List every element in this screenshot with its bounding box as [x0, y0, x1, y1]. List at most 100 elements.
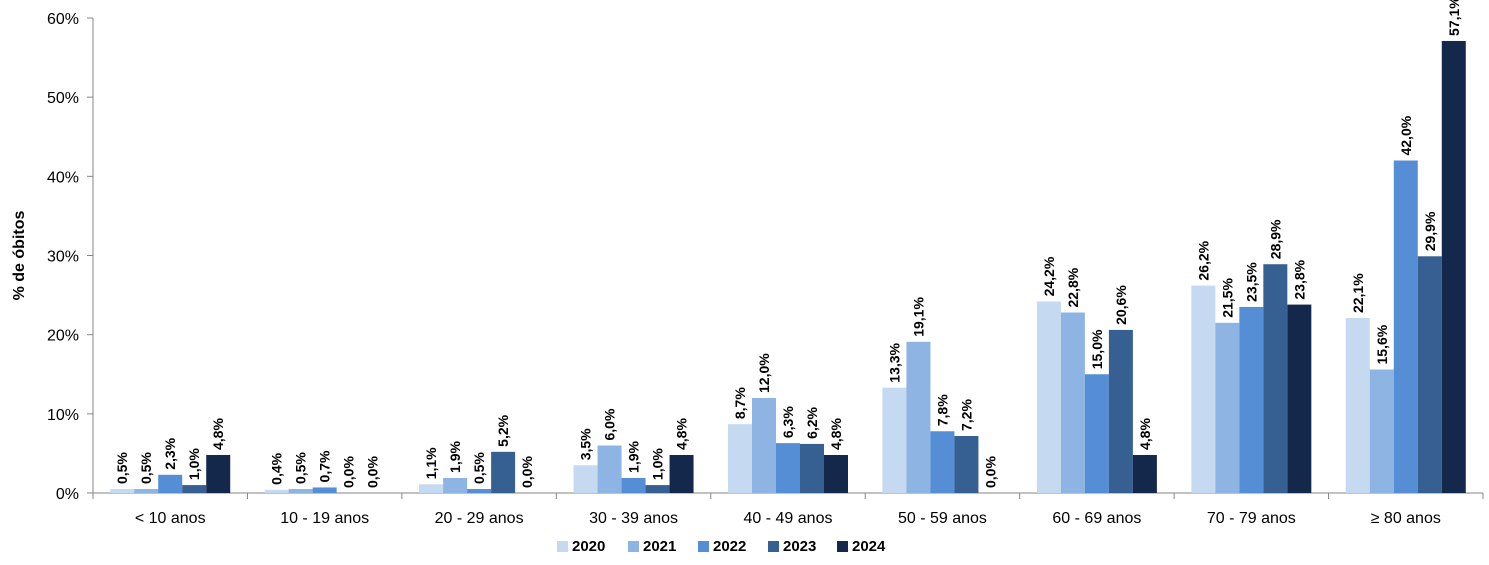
data-label: 12,0%: [756, 353, 772, 393]
data-label: 23,5%: [1243, 262, 1259, 302]
bar-2024: [1132, 455, 1157, 493]
bar-2023: [1417, 256, 1442, 493]
data-label: 3,5%: [578, 428, 594, 460]
data-label: 0,0%: [341, 456, 357, 488]
y-tick-label: 50%: [47, 90, 79, 107]
bar-2024: [1441, 40, 1466, 493]
bar-2021: [1215, 322, 1240, 493]
data-label: 5,2%: [495, 414, 511, 446]
data-label: 0,0%: [365, 456, 381, 488]
data-label: 7,2%: [958, 399, 974, 431]
bar-2023: [800, 443, 824, 493]
bar-2021: [906, 341, 931, 493]
bar-2022: [1239, 306, 1264, 493]
bars: [110, 40, 1466, 493]
bar-2020: [1036, 301, 1061, 493]
legend-swatch-2022: [698, 541, 709, 552]
x-axis: < 10 anos 10 - 19 anos 20 - 29 anos 30 - 39…: [92, 492, 1484, 527]
bar-2020: [573, 465, 598, 493]
bar-2023: [491, 451, 516, 493]
bar-2022: [467, 489, 492, 493]
data-label: 0,5%: [293, 452, 309, 484]
y-axis: 0% 10% 20% 30% 40% 50% 60%: [47, 11, 94, 503]
data-label: 6,3%: [780, 406, 796, 438]
bar-2022: [930, 431, 955, 493]
data-label: 0,5%: [114, 452, 130, 484]
bar-2021: [752, 398, 776, 493]
x-category-label: 10 - 19 anos: [280, 510, 369, 527]
bar-2023: [182, 485, 207, 493]
data-label: 57,1%: [1446, 0, 1462, 36]
data-label: 0,5%: [471, 452, 487, 484]
legend-label: 2021: [643, 538, 676, 555]
bar-2023: [645, 485, 670, 493]
y-tick-label: 20%: [47, 328, 79, 345]
data-label: 0,0%: [982, 456, 998, 488]
y-tick-label: 40%: [47, 169, 79, 186]
x-category-label: < 10 anos: [135, 510, 206, 527]
data-label: 1,0%: [650, 448, 666, 480]
bar-2024: [824, 455, 848, 493]
data-label: 4,8%: [210, 418, 226, 450]
bar-2021: [443, 477, 468, 493]
y-tick-label: 0%: [56, 486, 79, 503]
legend-label: 2020: [572, 538, 605, 555]
x-category-label: 40 - 49 anos: [744, 510, 833, 527]
bar-2020: [882, 387, 907, 493]
data-label: 2,3%: [162, 437, 178, 469]
bar-2023: [954, 436, 979, 493]
data-label: 22,8%: [1065, 267, 1081, 307]
data-label: 29,9%: [1422, 211, 1438, 251]
bar-2023: [1263, 264, 1288, 493]
legend-swatch-2021: [628, 541, 639, 552]
legend-swatch-2024: [837, 541, 848, 552]
data-label: 20,6%: [1113, 285, 1129, 325]
x-category-label: 20 - 29 anos: [435, 510, 524, 527]
x-category-label: 50 - 59 anos: [898, 510, 987, 527]
y-tick-label: 10%: [47, 407, 79, 424]
y-tick-label: 60%: [47, 11, 79, 28]
data-label: 19,1%: [910, 297, 926, 337]
bar-2020: [1191, 285, 1216, 493]
bar-2020: [728, 424, 752, 493]
x-category-label: 60 - 69 anos: [1052, 510, 1141, 527]
data-label: 13,3%: [886, 342, 902, 382]
data-label: 6,2%: [804, 406, 820, 438]
data-labels: 0,5% 0,4% 1,1% 3,5% 8,7% 13,3% 24,2% 26,2% 22,1%…: [114, 0, 1462, 488]
data-label: 1,9%: [447, 440, 463, 472]
bar-2021: [134, 489, 159, 493]
legend-label: 2023: [783, 538, 816, 555]
y-tick-label: 30%: [47, 249, 79, 266]
bar-2021: [1060, 312, 1085, 493]
legend-swatch-2020: [557, 541, 568, 552]
bar-2021: [1369, 369, 1394, 493]
bar-2022: [1393, 160, 1418, 493]
bar-2022: [158, 474, 183, 493]
data-label: 21,5%: [1219, 278, 1235, 318]
bar-2022: [621, 477, 646, 493]
data-label: 7,8%: [934, 394, 950, 426]
legend: 2020 2021 2022 2023 2024: [557, 538, 886, 555]
data-label: 8,7%: [732, 387, 748, 419]
data-label: 6,0%: [602, 408, 618, 440]
bar-2022: [1084, 374, 1109, 493]
bar-2024: [1287, 304, 1312, 493]
data-label: 26,2%: [1195, 240, 1211, 280]
data-label: 0,4%: [269, 452, 285, 484]
data-label: 1,1%: [423, 447, 439, 479]
data-label: 4,8%: [828, 418, 844, 450]
data-label: 28,9%: [1267, 219, 1283, 259]
bar-2020: [110, 489, 135, 493]
bar-2024: [669, 455, 694, 493]
data-label: 4,8%: [674, 418, 690, 450]
bar-2022: [312, 487, 337, 493]
legend-label: 2024: [852, 538, 886, 555]
bar-2024: [206, 455, 231, 493]
x-category-label: 70 - 79 anos: [1207, 510, 1296, 527]
bar-2023: [1108, 329, 1133, 493]
bar-2020: [419, 484, 444, 493]
data-label: 24,2%: [1041, 256, 1057, 296]
bar-2020: [1345, 318, 1370, 493]
data-label: 1,0%: [186, 448, 202, 480]
